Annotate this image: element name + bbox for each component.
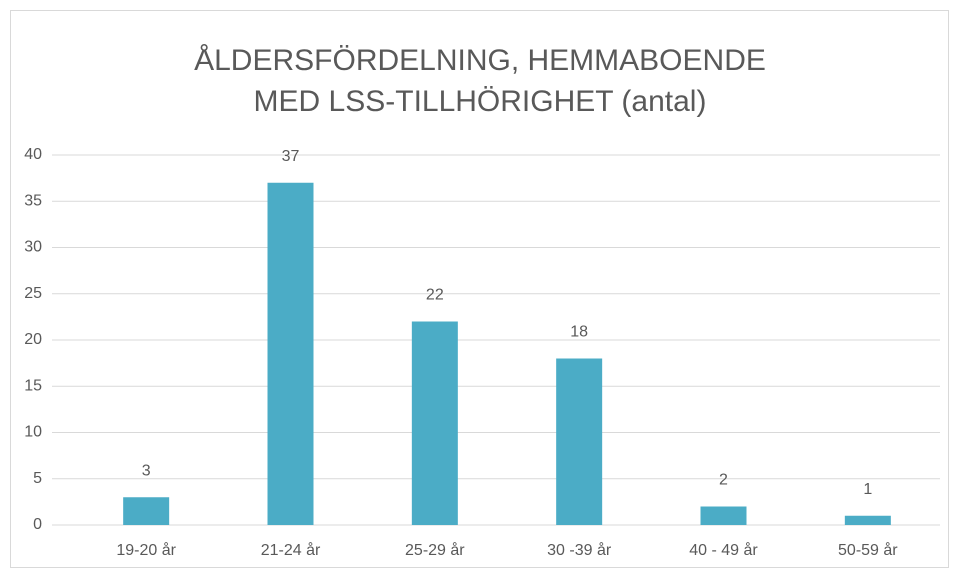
x-tick-label: 19-20 år (116, 541, 176, 559)
y-tick-label: 15 (24, 377, 42, 394)
x-tick-label: 21-24 år (261, 541, 321, 559)
y-tick-label: 30 (24, 239, 42, 256)
bar (556, 358, 603, 525)
data-label: 18 (570, 324, 588, 341)
chart-border (10, 10, 949, 568)
y-tick-label: 25 (24, 285, 42, 302)
chart-title: ÅLDERSFÖRDELNING, HEMMABOENDE (194, 44, 766, 77)
y-tick-label: 20 (24, 331, 42, 348)
x-tick-label: 40 - 49 år (689, 541, 758, 559)
x-tick-label: 30 -39 år (547, 541, 612, 559)
data-label: 37 (282, 148, 300, 165)
y-tick-label: 10 (24, 424, 42, 441)
y-tick-label: 40 (24, 146, 42, 163)
x-tick-label: 25-29 år (405, 541, 465, 559)
bar (700, 506, 747, 525)
y-tick-label: 0 (33, 516, 42, 533)
bar (267, 182, 314, 525)
data-label: 2 (719, 472, 728, 489)
chart-title: MED LSS-TILLHÖRIGHET (antal) (254, 85, 707, 118)
y-tick-label: 5 (33, 470, 42, 487)
data-label: 1 (863, 481, 872, 498)
bar (123, 497, 170, 525)
y-tick-label: 35 (24, 192, 42, 209)
data-label: 3 (142, 462, 151, 479)
data-label: 22 (426, 287, 444, 304)
bar (844, 515, 891, 525)
bar (411, 321, 458, 525)
x-tick-label: 50-59 år (838, 541, 898, 559)
